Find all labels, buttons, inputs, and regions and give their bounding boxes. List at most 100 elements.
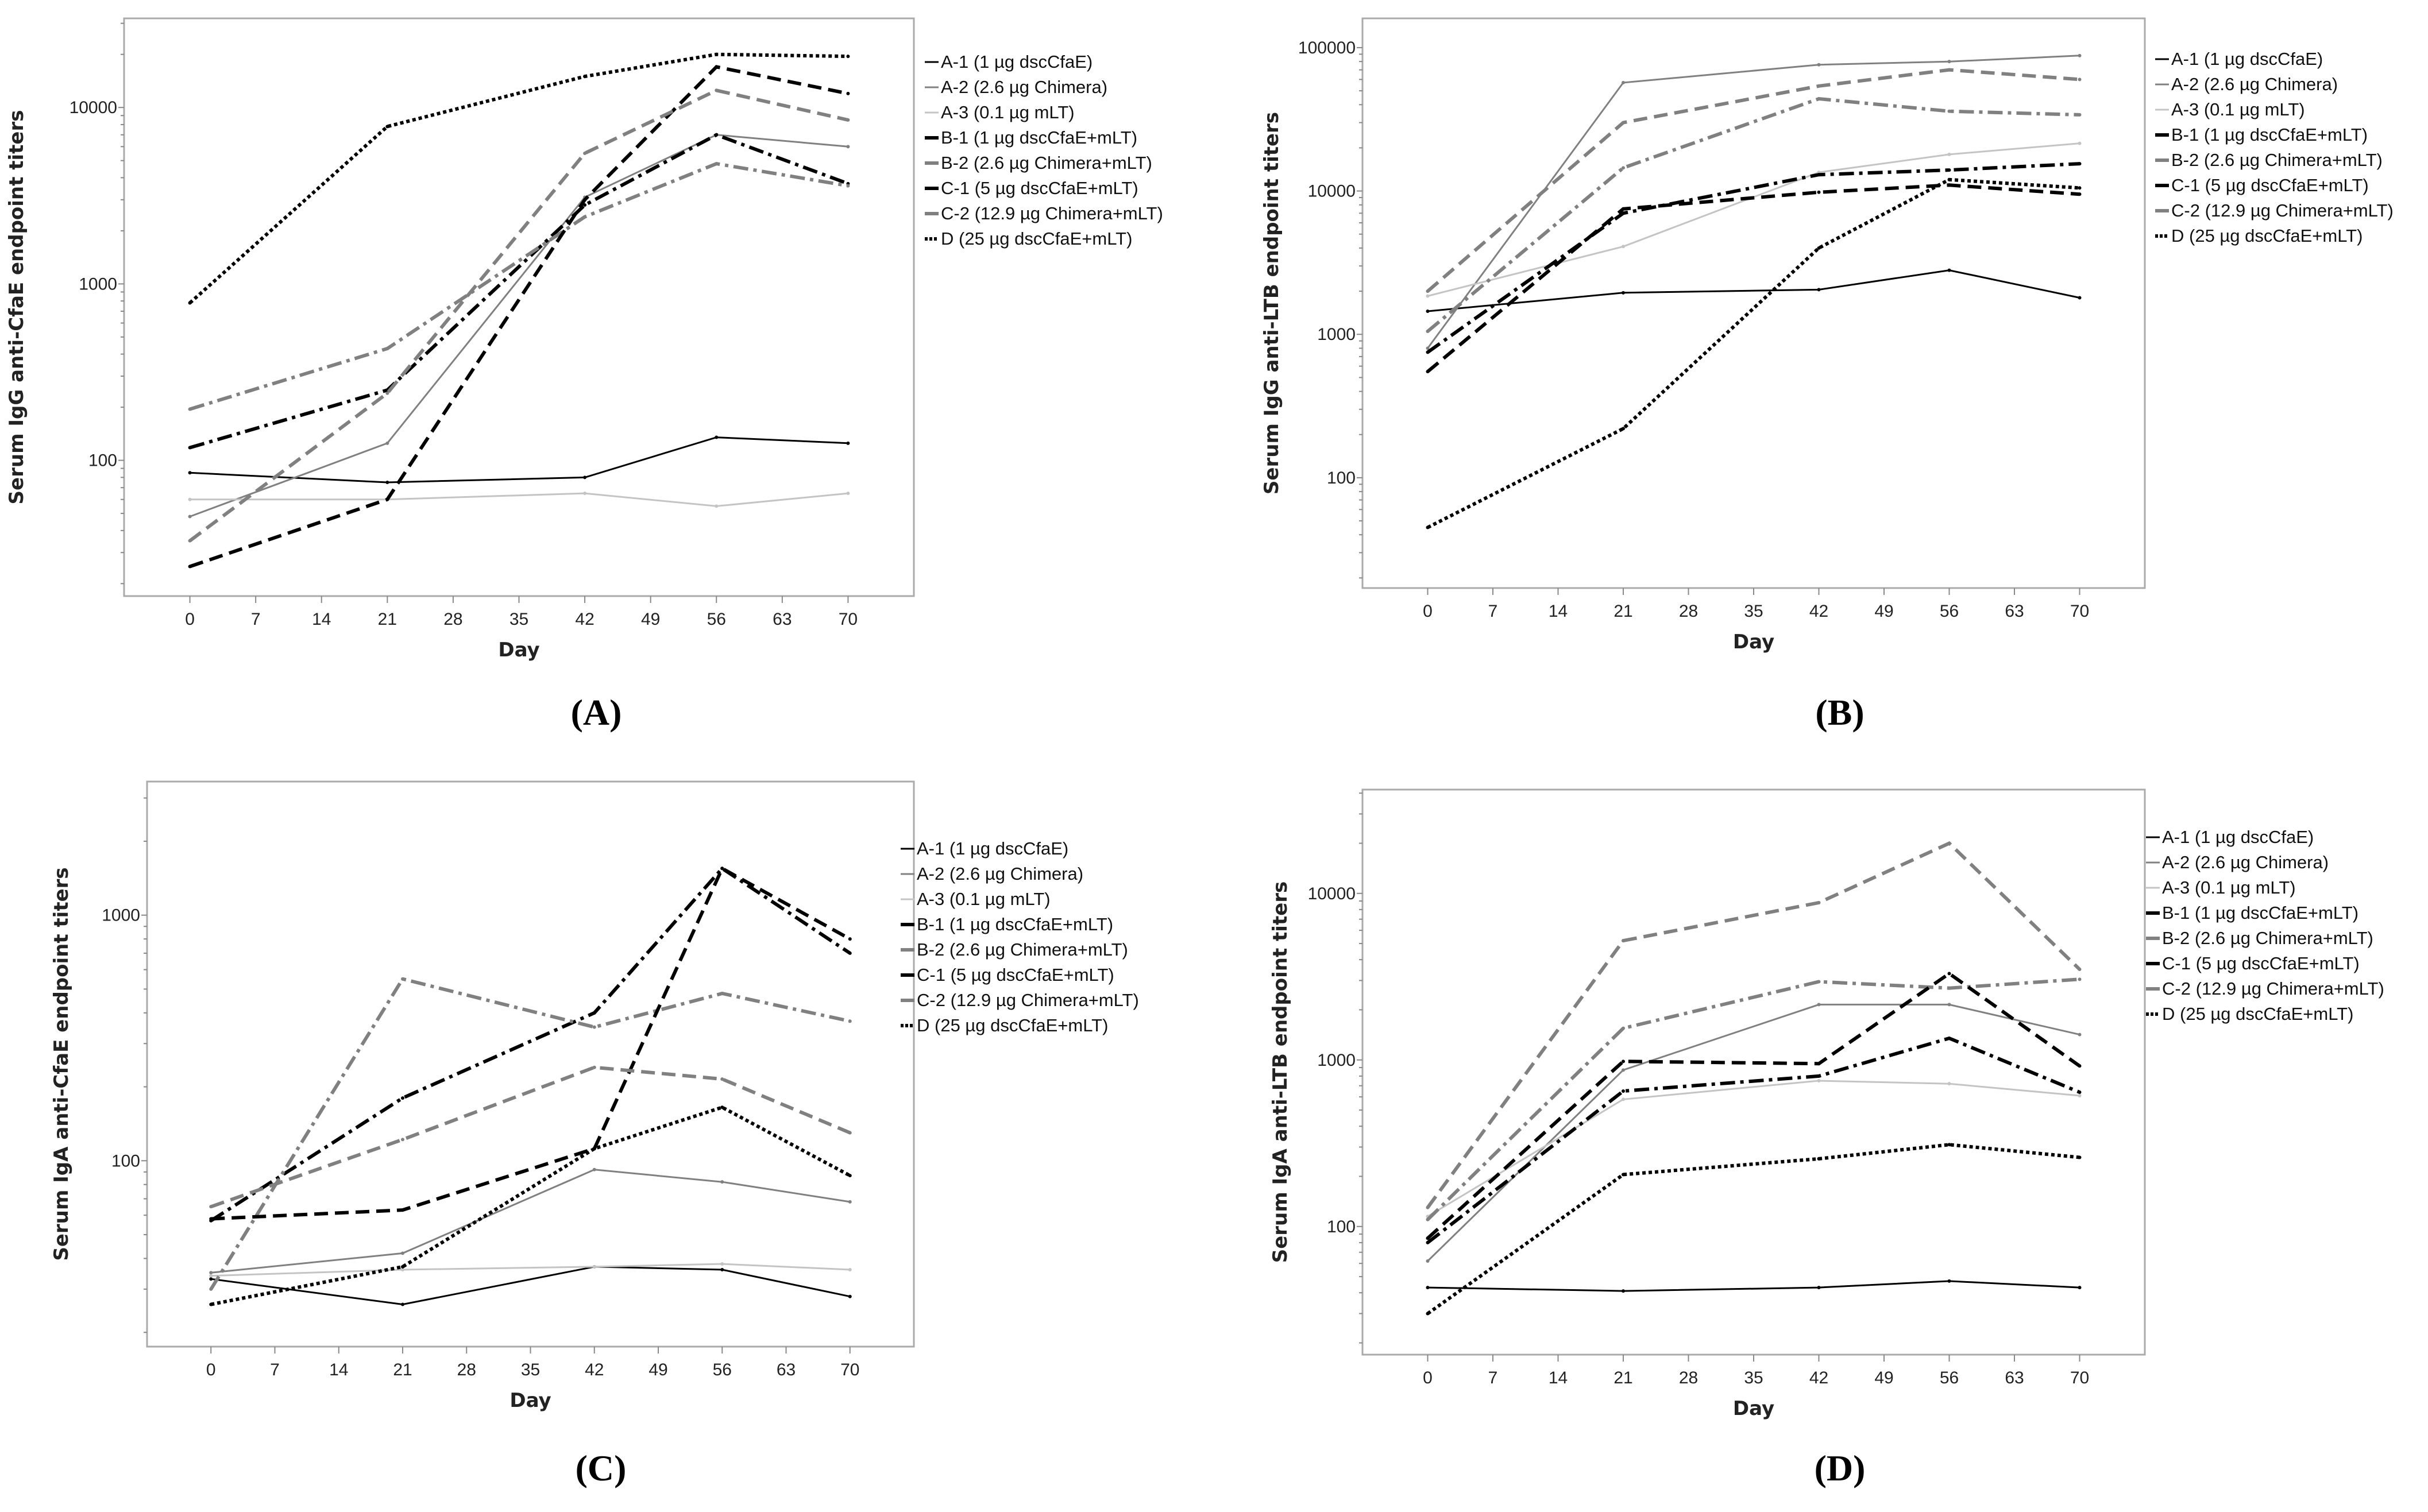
series-line-b-2 xyxy=(1426,977,2080,1221)
data-point xyxy=(1947,986,1951,990)
data-point xyxy=(848,1294,852,1298)
data-point xyxy=(1426,309,1430,313)
y-tick-label: 1000 xyxy=(1317,325,1356,344)
series-line-a-1 xyxy=(1427,1280,2080,1292)
data-point xyxy=(188,564,192,569)
data-point xyxy=(1426,370,1430,374)
legend-entry: D (25 µg dscCfaE+mLT) xyxy=(2162,1004,2353,1024)
data-point xyxy=(1817,900,1821,904)
series-line-b-1 xyxy=(1426,1036,2080,1244)
data-point xyxy=(846,91,850,95)
x-tick-label: 42 xyxy=(1809,602,1828,621)
data-point xyxy=(1817,1157,1821,1161)
data-point xyxy=(592,1011,596,1015)
legend-entry: B-2 (2.6 µg Chimera+mLT) xyxy=(2171,150,2383,170)
data-point xyxy=(2078,1064,2082,1068)
panel-a: 100 1000 10000 0 7 14 21 28 35 42 49 56 63 70 Day Serum… xyxy=(5,17,1163,733)
legend-entry: A-1 (1 µg dscCfaE) xyxy=(917,838,1068,859)
data-point xyxy=(848,1200,852,1204)
x-tick-label: 70 xyxy=(2070,1368,2089,1387)
data-point xyxy=(583,198,587,202)
data-point xyxy=(1426,329,1430,333)
data-point xyxy=(188,539,192,543)
data-point xyxy=(1426,350,1430,354)
legend-entry: D (25 µg dscCfaE+mLT) xyxy=(2171,226,2363,246)
data-point xyxy=(1426,525,1430,529)
x-tick-label: 56 xyxy=(707,610,726,629)
legend: A-1 (1 µg dscCfaE) A-2 (2.6 µg Chimera) A-… xyxy=(2155,49,2394,246)
data-point xyxy=(715,52,719,56)
legend-entry: B-1 (1 µg dscCfaE+mLT) xyxy=(941,127,1137,148)
x-tick-label: 7 xyxy=(1488,1368,1498,1387)
series-line-d xyxy=(1427,177,2080,529)
data-point xyxy=(715,504,719,508)
legend-entry: A-2 (2.6 µg Chimera) xyxy=(941,77,1107,97)
data-point xyxy=(385,480,389,484)
series-line-a-2 xyxy=(190,134,848,517)
data-point xyxy=(720,867,724,871)
data-point xyxy=(385,441,389,445)
legend-entry: C-2 (12.9 µg Chimera+mLT) xyxy=(2162,979,2384,999)
legend-entry: C-1 (5 µg dscCfaE+mLT) xyxy=(2162,953,2360,973)
legend-entry: B-1 (1 µg dscCfaE+mLT) xyxy=(917,914,1113,934)
data-point xyxy=(2078,192,2082,196)
legend-entry: C-2 (12.9 µg Chimera+mLT) xyxy=(2171,200,2394,221)
data-point xyxy=(1622,121,1625,125)
series-line-c-1 xyxy=(211,866,851,1221)
y-tick-label: 100 xyxy=(88,451,117,470)
legend-entry: A-3 (0.1 µg mLT) xyxy=(941,102,1075,122)
y-tick-label: 100 xyxy=(111,1151,140,1170)
data-point xyxy=(1622,211,1625,215)
series-line-c-1 xyxy=(1426,971,2081,1240)
data-point xyxy=(1622,1089,1625,1093)
x-tick-label: 28 xyxy=(1679,1368,1698,1387)
data-point xyxy=(1817,1074,1821,1078)
data-point xyxy=(720,1268,724,1272)
series-line-c-1 xyxy=(189,65,848,569)
data-point xyxy=(1817,288,1821,292)
legend-entry: C-1 (5 µg dscCfaE+mLT) xyxy=(2171,175,2369,195)
data-point xyxy=(209,1271,213,1275)
data-point xyxy=(401,1096,404,1100)
x-tick-label: 63 xyxy=(777,1360,796,1379)
legend-entry: C-1 (5 µg dscCfaE+mLT) xyxy=(941,178,1138,198)
data-point xyxy=(385,125,389,129)
legend-entry: A-2 (2.6 µg Chimera) xyxy=(2171,74,2338,94)
legend-entry: C-2 (12.9 µg Chimera+mLT) xyxy=(917,990,1139,1010)
data-point xyxy=(1947,1082,1951,1086)
data-point xyxy=(1947,183,1951,187)
x-tick-label: 63 xyxy=(2005,1368,2024,1387)
y-axis-label: Serum IgG anti-CfaE endpoint titers xyxy=(5,110,28,505)
x-tick-label: 35 xyxy=(1744,1368,1763,1387)
data-point xyxy=(1622,245,1625,249)
panel-label: (B) xyxy=(1815,692,1864,733)
x-tick-label: 42 xyxy=(585,1360,604,1379)
panel-label: (A) xyxy=(571,692,622,733)
x-tick-label: 14 xyxy=(1549,1368,1568,1387)
panel-label: (C) xyxy=(576,1448,627,1488)
panel-b: 100 1000 10000 100000 0 7 14 21 28 35 42 49 56 63 70 Da… xyxy=(1260,17,2394,733)
series-line-c-2 xyxy=(210,1065,851,1209)
data-point xyxy=(848,1131,852,1135)
data-point xyxy=(1622,80,1625,84)
data-point xyxy=(188,497,192,501)
series-line-c-1 xyxy=(1426,183,2080,373)
data-point xyxy=(1817,173,1821,177)
x-tick-label: 28 xyxy=(457,1360,476,1379)
x-tick-label: 49 xyxy=(1874,602,1893,621)
legend: A-1 (1 µg dscCfaE) A-2 (2.6 µg Chimera) A-… xyxy=(901,838,1139,1035)
x-tick-label: 7 xyxy=(1488,602,1498,621)
x-tick-label: 7 xyxy=(251,610,261,629)
x-axis-label: Day xyxy=(509,1389,551,1412)
data-point xyxy=(209,1287,213,1291)
series-line-a-2 xyxy=(1427,55,2080,349)
legend-entry: A-3 (0.1 µg mLT) xyxy=(917,889,1051,909)
x-axis-label: Day xyxy=(1733,631,1774,653)
x-tick-label: 63 xyxy=(2005,602,2024,621)
data-point xyxy=(2078,296,2082,300)
x-tick-label: 35 xyxy=(1744,602,1763,621)
data-point xyxy=(1622,1068,1625,1072)
data-point xyxy=(1947,841,1951,845)
data-point xyxy=(846,145,850,149)
y-axis-label: Serum IgG anti-LTB endpoint titers xyxy=(1260,112,1283,494)
